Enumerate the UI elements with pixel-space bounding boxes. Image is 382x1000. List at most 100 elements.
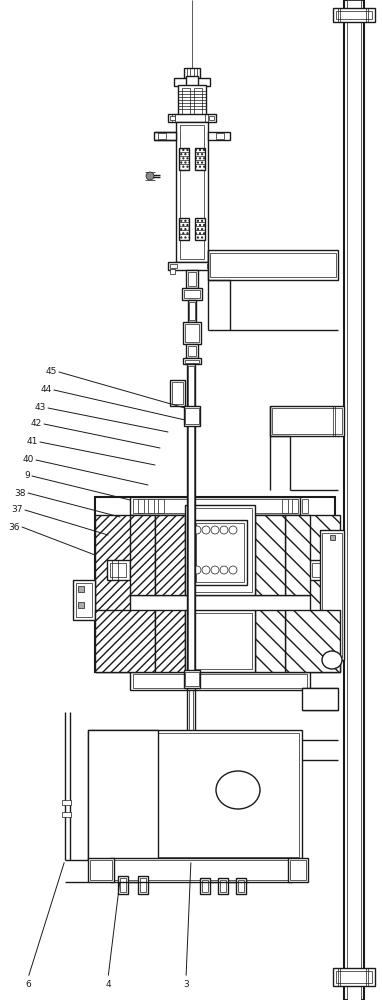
Bar	[288, 858, 308, 882]
Bar	[188, 300, 196, 322]
Text: 42: 42	[31, 420, 42, 428]
Bar	[202, 880, 208, 892]
Bar	[170, 116, 175, 120]
Bar	[110, 563, 126, 577]
Bar	[186, 344, 198, 358]
Bar	[185, 505, 255, 595]
Bar	[120, 878, 126, 892]
Bar	[138, 876, 148, 894]
Bar	[285, 610, 340, 672]
Bar	[194, 88, 202, 114]
Circle shape	[202, 526, 210, 534]
Bar	[107, 560, 130, 580]
Bar	[216, 133, 224, 139]
Bar	[189, 302, 195, 320]
Circle shape	[229, 566, 237, 574]
Text: 36: 36	[8, 522, 20, 532]
Bar	[179, 148, 189, 170]
Bar	[302, 499, 308, 513]
Text: 38: 38	[15, 488, 26, 497]
Bar	[255, 515, 285, 595]
Bar	[183, 358, 201, 364]
Bar	[185, 408, 199, 424]
Bar	[130, 497, 300, 515]
Bar	[290, 860, 306, 880]
Bar	[208, 250, 338, 280]
Bar	[195, 148, 205, 170]
Bar	[188, 272, 196, 286]
Bar	[140, 878, 146, 892]
Bar	[322, 533, 342, 657]
Text: 41: 41	[27, 438, 38, 446]
Bar	[195, 218, 205, 240]
Bar	[62, 800, 71, 805]
Bar	[148, 499, 154, 513]
Bar	[208, 132, 230, 140]
Text: 4: 4	[105, 980, 111, 989]
Bar	[179, 218, 189, 240]
Circle shape	[229, 526, 237, 534]
Circle shape	[211, 526, 219, 534]
Bar	[170, 269, 175, 274]
Bar	[330, 647, 335, 652]
Bar	[176, 122, 208, 262]
Bar	[272, 408, 342, 434]
Bar	[333, 968, 375, 986]
Bar	[178, 85, 206, 115]
Bar	[158, 499, 164, 513]
Bar	[187, 364, 195, 674]
Text: 43: 43	[35, 403, 46, 412]
Bar	[218, 878, 228, 894]
Bar	[309, 560, 332, 580]
Bar	[185, 360, 199, 363]
Bar	[133, 674, 307, 688]
Bar	[186, 270, 198, 288]
Bar	[200, 878, 210, 894]
Bar	[209, 116, 214, 120]
Bar	[238, 880, 244, 892]
Bar	[130, 672, 310, 690]
Bar	[285, 515, 340, 672]
Bar	[183, 322, 201, 344]
Bar	[95, 515, 155, 672]
Bar	[168, 262, 216, 270]
Bar	[73, 580, 95, 620]
Bar	[110, 858, 292, 882]
Bar	[220, 880, 226, 892]
Circle shape	[211, 566, 219, 574]
Bar	[188, 508, 252, 592]
Bar	[88, 730, 302, 860]
Bar	[133, 499, 297, 513]
Circle shape	[202, 566, 210, 574]
Bar	[292, 499, 298, 513]
Bar	[170, 264, 177, 268]
Text: 9: 9	[24, 472, 30, 481]
Bar	[188, 613, 252, 669]
Ellipse shape	[216, 771, 260, 809]
Bar	[320, 530, 344, 660]
Bar	[154, 132, 176, 140]
Circle shape	[220, 526, 228, 534]
Bar	[155, 515, 185, 595]
Text: 40: 40	[23, 456, 34, 464]
Bar	[185, 610, 255, 672]
Text: 44: 44	[41, 385, 52, 394]
Bar	[95, 610, 155, 672]
Bar	[193, 520, 247, 585]
Bar	[112, 860, 290, 880]
Circle shape	[220, 566, 228, 574]
Bar	[347, 0, 361, 1000]
Text: 37: 37	[11, 506, 23, 514]
Bar	[312, 563, 328, 577]
Bar	[138, 499, 144, 513]
Bar	[78, 586, 84, 592]
Bar	[196, 523, 244, 582]
Bar	[188, 366, 194, 672]
Bar	[282, 499, 288, 513]
Bar	[168, 114, 216, 122]
Circle shape	[146, 172, 154, 180]
Bar	[91, 733, 299, 857]
Bar	[330, 535, 335, 540]
Bar	[90, 860, 112, 880]
Circle shape	[193, 566, 201, 574]
